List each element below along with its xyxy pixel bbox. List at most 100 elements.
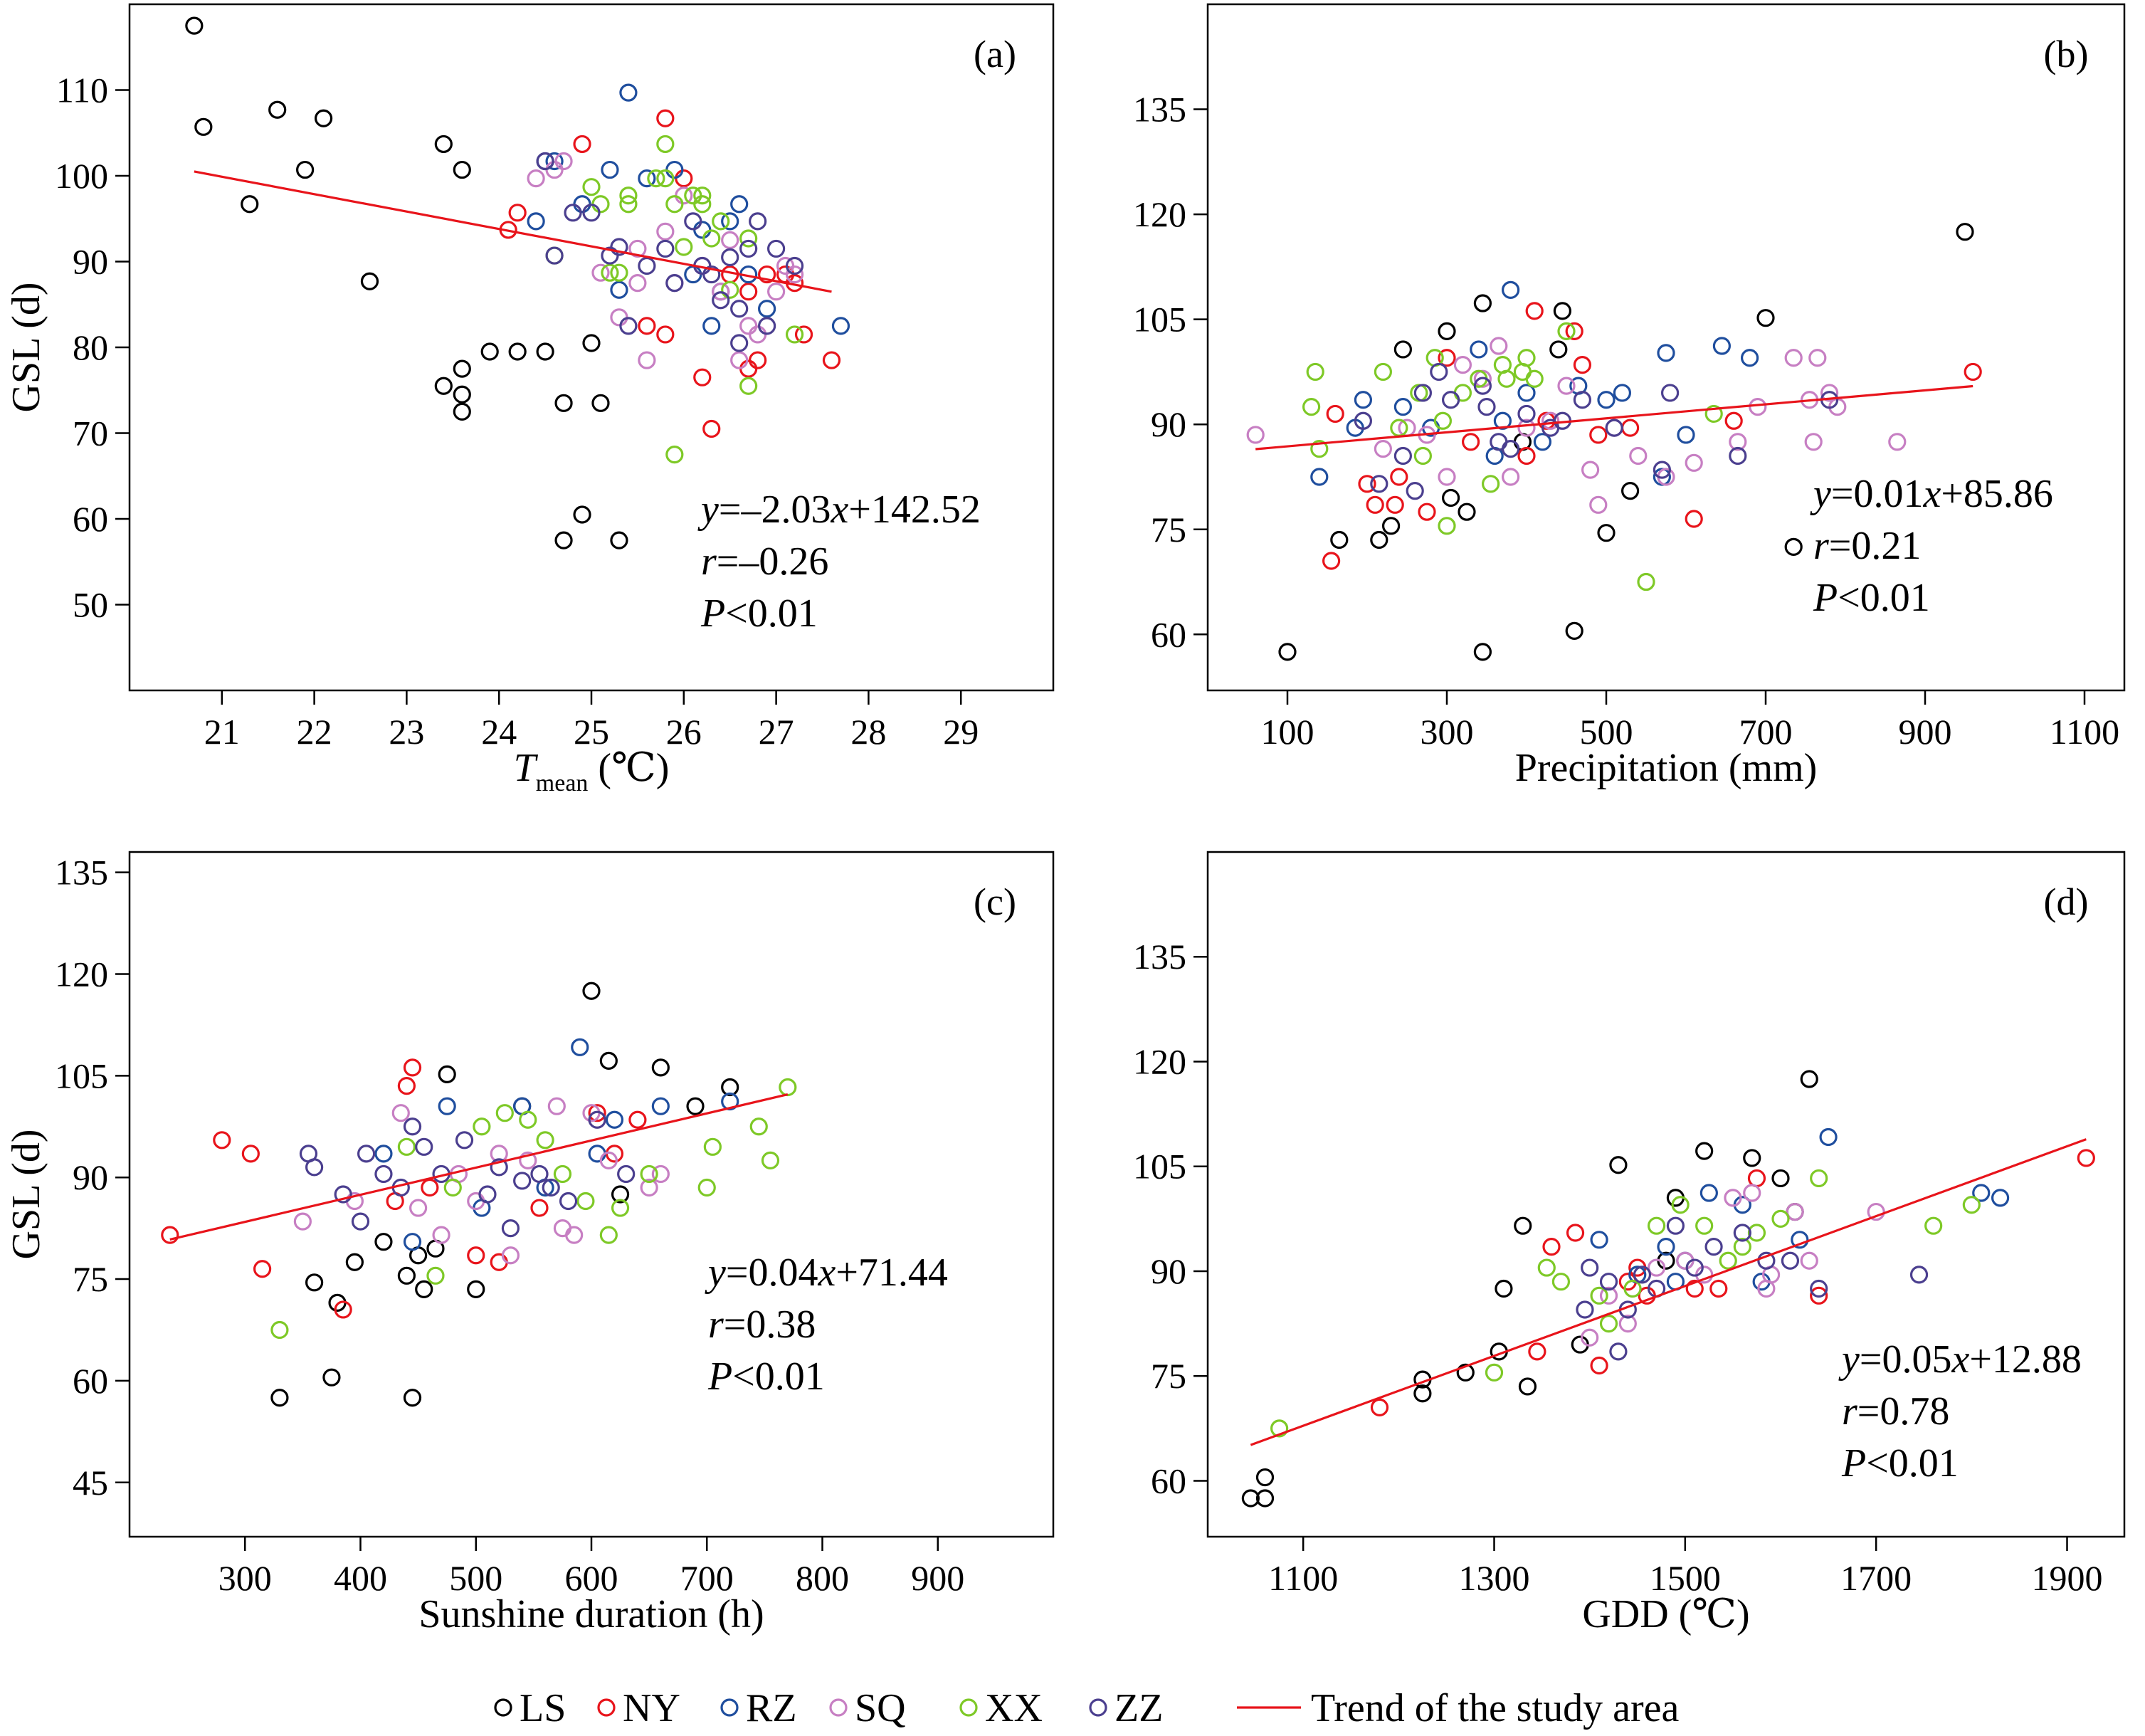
point-zz [559, 1191, 578, 1211]
point-xx [1671, 1196, 1690, 1214]
point-xx [1747, 1224, 1766, 1242]
point-ny [1386, 495, 1404, 514]
point-xx [473, 1117, 491, 1136]
x-tick-label: 24 [481, 712, 517, 752]
point-xx [495, 1104, 514, 1122]
point-xx [684, 186, 702, 205]
y-tick-label: 105 [55, 1056, 108, 1095]
y-tick-label: 70 [73, 414, 108, 453]
point-sq [610, 308, 628, 327]
point-ls [591, 394, 610, 412]
point-zz [530, 1164, 549, 1184]
point-ny [1566, 1224, 1585, 1242]
point-xx [1525, 369, 1544, 388]
point-zz [617, 1164, 636, 1184]
point-zz [1406, 482, 1424, 500]
point-rz [545, 152, 564, 171]
point-sq [1581, 1328, 1599, 1347]
point-zz [415, 1137, 433, 1156]
point-xx [1637, 572, 1655, 591]
point-sq [591, 263, 610, 282]
point-sq [1729, 433, 1747, 451]
panel-a: 21 22 23 24 25 26 27 28 29 50 60 70 80 90 100 110 (a) GSL… [4, 3, 1055, 796]
point-zz [588, 1110, 606, 1129]
point-xx [611, 1199, 630, 1217]
point-ny [749, 351, 767, 369]
p-value: P<0.01 [707, 1354, 825, 1399]
point-zz [1441, 391, 1460, 409]
point-ls [345, 1253, 364, 1271]
point-rz [1393, 398, 1413, 416]
point-xx [1537, 1258, 1556, 1277]
point-xx [443, 1178, 462, 1197]
point-ls [536, 342, 554, 361]
point-rz [1972, 1184, 1991, 1202]
point-rz [1517, 384, 1536, 402]
panel-d: 1100 1300 1500 1700 1900 60 75 90 105 120 135 (d) GD… [1133, 851, 2126, 1636]
point-xx [536, 1131, 554, 1150]
point-rz [1470, 340, 1488, 359]
trend-line [169, 1093, 789, 1241]
y-tick-label: 135 [55, 853, 108, 893]
trend-line [1255, 384, 1973, 451]
point-ny [397, 1077, 416, 1095]
point-xx [1810, 1169, 1828, 1188]
point-xx [1647, 1216, 1666, 1235]
point-rz [438, 1097, 456, 1115]
x-axis-label: Precipitation (mm) [1515, 746, 1818, 790]
point-xx [1374, 362, 1393, 382]
point-ls [305, 1273, 324, 1292]
point-zz [582, 204, 601, 222]
legend-label-zz: ZZ [1114, 1686, 1163, 1730]
point-sq [409, 1199, 428, 1217]
point-ls [480, 342, 499, 361]
regression-equation: y=0.04x+71.44 [705, 1251, 948, 1295]
point-zz [545, 246, 564, 265]
point-ny [1322, 552, 1341, 570]
y-tick-label: 105 [1133, 1147, 1186, 1187]
x-tick-label: 23 [389, 712, 424, 752]
point-rz [573, 195, 591, 214]
point-ny [588, 1104, 606, 1122]
legend-label-ny: NY [623, 1686, 680, 1730]
point-zz [684, 212, 702, 231]
regression-equation: y=0.05x+12.88 [1838, 1337, 2082, 1382]
point-rz [403, 1233, 422, 1251]
point-ls [397, 1266, 416, 1285]
point-ls [1743, 1149, 1761, 1167]
point-rz [1502, 280, 1520, 299]
point-ny [1462, 433, 1480, 451]
point-sq [1599, 1286, 1618, 1305]
point-ny [1517, 446, 1536, 465]
point-ny [1565, 322, 1583, 340]
point-zz [610, 238, 628, 256]
point-ls [1438, 322, 1456, 340]
point-ls [434, 135, 453, 154]
point-ls [322, 1368, 341, 1387]
point-ls [554, 531, 573, 549]
point-ny [1964, 362, 1982, 382]
point-ls [1609, 1156, 1628, 1174]
x-tick-label: 1300 [1459, 1558, 1530, 1598]
point-rz [721, 212, 739, 231]
point-zz [702, 265, 721, 284]
point-rz [1741, 349, 1759, 367]
point-zz [1354, 411, 1373, 430]
point-ls [1565, 621, 1583, 640]
point-xx [1270, 1419, 1289, 1438]
y-tick-label: 75 [1151, 510, 1186, 549]
point-ny [573, 135, 591, 154]
point-ls [1441, 488, 1460, 507]
point-zz [1704, 1238, 1723, 1256]
point-zz [542, 1178, 560, 1197]
panel-label: (b) [2044, 33, 2089, 75]
point-sq [638, 351, 656, 369]
point-zz [357, 1145, 376, 1163]
point-zz [730, 334, 749, 352]
point-zz [1370, 475, 1388, 493]
point-ls [651, 1058, 670, 1077]
point-ny [421, 1178, 439, 1197]
point-ny [1685, 510, 1703, 528]
point-ls [610, 531, 628, 549]
y-tick-label: 60 [1151, 614, 1186, 654]
